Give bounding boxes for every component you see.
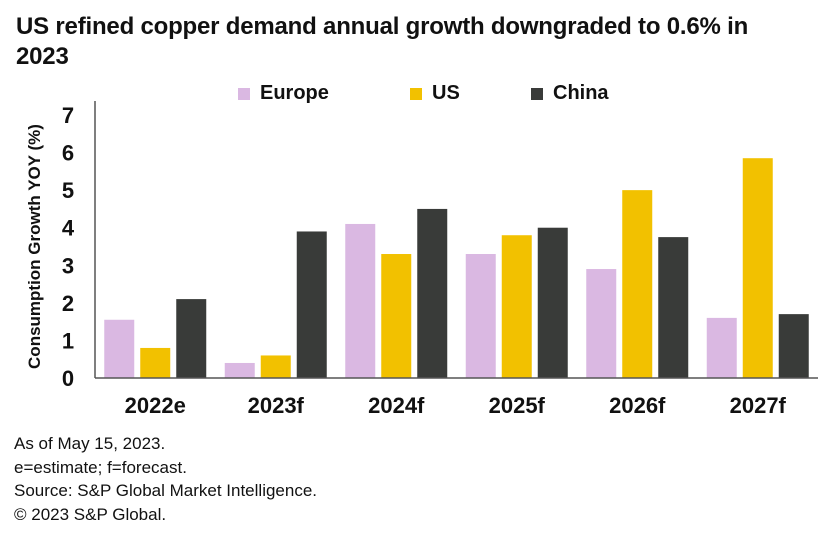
legend-swatch-europe <box>238 87 250 100</box>
bar-us-2023f <box>260 355 291 378</box>
y-tick-label: 5 <box>62 178 74 203</box>
y-tick-label: 3 <box>62 253 74 278</box>
bar-china-2026f <box>658 237 689 378</box>
chart-legend: Europe US China <box>0 82 838 112</box>
y-axis-label: Consumption Growth YOY (%) <box>25 124 44 369</box>
legend-item-us: US <box>410 82 460 105</box>
bar-us-2026f <box>622 190 653 378</box>
x-tick-label: 2025f <box>489 393 546 418</box>
y-tick-label: 7 <box>62 103 74 128</box>
bar-europe-2022e <box>104 319 135 378</box>
bar-europe-2027f <box>706 317 737 378</box>
x-tick-label: 2023f <box>248 393 305 418</box>
legend-swatch-china <box>531 87 543 100</box>
legend-swatch-us <box>410 87 422 100</box>
bar-us-2022e <box>140 347 171 378</box>
legend-item-europe: Europe <box>238 82 329 105</box>
footnote-copyright: © 2023 S&P Global. <box>14 504 167 524</box>
bar-china-2027f <box>778 314 809 378</box>
bar-europe-2025f <box>465 254 496 378</box>
x-tick-label: 2026f <box>609 393 666 418</box>
bar-europe-2026f <box>586 269 617 378</box>
bar-china-2022e <box>176 299 207 378</box>
y-tick-label: 6 <box>62 141 74 166</box>
bar-us-2025f <box>501 235 532 378</box>
footnote-source: Source: S&P Global Market Intelligence. <box>14 481 318 500</box>
bar-us-2024f <box>381 254 412 378</box>
bar-europe-2024f <box>345 223 376 378</box>
bar-china-2024f <box>417 208 448 378</box>
legend-label-europe: Europe <box>260 82 329 104</box>
chart-title: US refined copper demand annual growth d… <box>16 13 749 70</box>
bar-china-2023f <box>296 231 327 378</box>
footnotes: As of May 15, 2023. e=estimate; f=foreca… <box>14 432 317 526</box>
bar-us-2027f <box>742 158 773 378</box>
y-tick-label: 0 <box>62 366 74 391</box>
x-tick-label: 2027f <box>730 393 787 418</box>
x-tick-label: 2024f <box>368 393 425 418</box>
bar-china-2025f <box>537 227 568 378</box>
footnote-date: As of May 15, 2023. <box>14 434 166 453</box>
legend-item-china: China <box>531 82 609 105</box>
y-tick-label: 4 <box>62 216 75 241</box>
bar-europe-2023f <box>224 362 255 378</box>
footnote-legend-key: e=estimate; f=forecast. <box>14 457 187 477</box>
chart-plot: Consumption Growth YOY (%) 0 1 2 3 4 5 6 7 2022e 2… <box>25 101 818 418</box>
legend-label-china: China <box>553 82 609 104</box>
y-tick-label: 1 <box>62 328 74 353</box>
legend-label-us: US <box>432 82 460 104</box>
x-tick-label: 2022e <box>125 393 186 418</box>
y-tick-label: 2 <box>62 291 74 316</box>
